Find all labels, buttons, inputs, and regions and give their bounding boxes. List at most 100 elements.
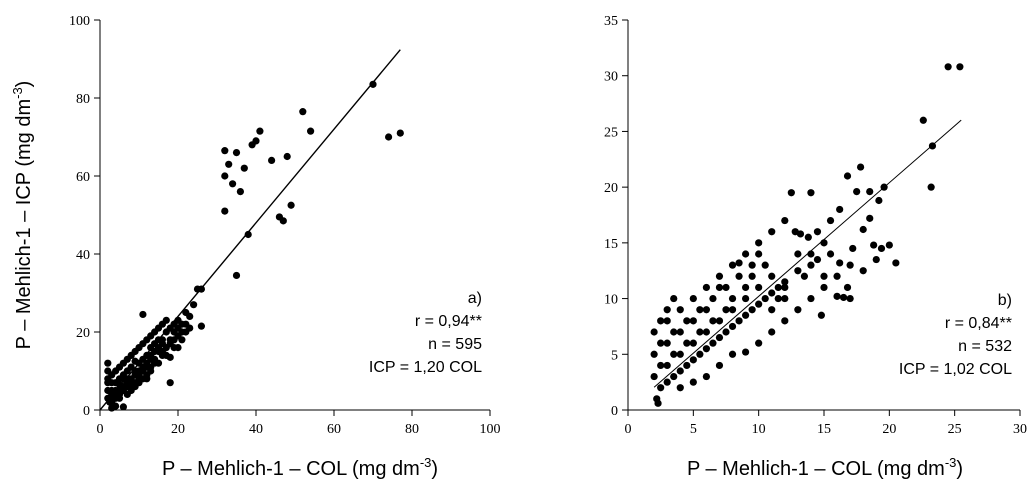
x-axis-title-close: ) [956, 458, 963, 480]
data-point [709, 339, 717, 347]
data-point [676, 350, 684, 358]
y-tick-label: 5 [611, 348, 618, 363]
data-point [892, 259, 900, 267]
data-point [813, 255, 822, 264]
data-point [663, 339, 671, 347]
data-point [826, 250, 835, 258]
data-point [283, 152, 291, 161]
x-axis-title-text: P – Mehlich-1 – COL (mg dm [162, 458, 420, 480]
data-point [127, 363, 135, 371]
data-point [299, 108, 307, 116]
data-point [689, 356, 697, 364]
data-point [794, 267, 802, 275]
y-axis-title-superscript: -3 [10, 87, 25, 99]
data-point [670, 328, 678, 336]
y-axis-title: P – Mehlich-1 – ICP (mg dm-3) [10, 81, 35, 350]
data-point [768, 328, 776, 336]
data-point [781, 278, 789, 286]
data-point [221, 172, 229, 180]
data-point [833, 292, 841, 300]
x-tick-label: 5 [690, 422, 697, 437]
data-point [307, 127, 315, 135]
data-point [696, 350, 704, 358]
data-point [221, 207, 229, 215]
y-tick-label: 0 [83, 404, 90, 419]
x-axis-title: P – Mehlich-1 – COL (mg dm-3) [687, 455, 963, 480]
data-point [689, 378, 697, 386]
data-point [174, 344, 182, 352]
data-point [287, 201, 295, 209]
data-point [722, 306, 730, 314]
data-point [774, 294, 782, 303]
data-point [787, 189, 795, 197]
stat-annotation: n = 595 [428, 336, 482, 353]
data-point [104, 359, 112, 367]
data-point [657, 384, 665, 392]
data-point [663, 361, 671, 370]
chart-panel-b: 0 5 10 15 20 25 30 0 5 10 15 20 25 30 35 b) r = 0,84** n … [604, 14, 1027, 480]
data-point [676, 328, 684, 336]
data-point [755, 300, 763, 308]
y-tick-label: 35 [604, 14, 618, 29]
data-point [794, 306, 802, 314]
data-point [807, 261, 815, 269]
data-point [119, 403, 127, 411]
data-point [186, 324, 194, 332]
data-point [728, 322, 737, 331]
x-axis-title-text: P – Mehlich-1 – COL (mg dm [687, 458, 945, 480]
stat-annotation: r = 0,84** [945, 315, 1012, 332]
data-point [836, 205, 844, 214]
data-point [186, 312, 194, 320]
data-point [166, 379, 174, 387]
data-point [807, 294, 815, 303]
x-tick-label: 20 [882, 422, 896, 437]
data-point [928, 142, 937, 150]
y-axis-title-text: P – Mehlich-1 – ICP (mg dm [13, 99, 35, 349]
data-point [162, 316, 170, 324]
data-point [676, 306, 684, 314]
data-point [650, 350, 658, 358]
data-point [768, 272, 776, 280]
data-point [807, 250, 815, 258]
data-point [748, 306, 756, 314]
data-point [761, 261, 769, 269]
data-point [840, 293, 848, 302]
x-tick-label: 100 [480, 422, 501, 437]
data-point [722, 283, 730, 292]
data-point [709, 317, 717, 325]
data-point [826, 216, 835, 225]
data-point [956, 63, 964, 71]
data-point [715, 272, 724, 280]
x-tick-label: 25 [948, 422, 962, 437]
data-point [268, 156, 276, 164]
data-point [369, 80, 377, 88]
data-point [804, 233, 812, 241]
data-point [846, 261, 854, 269]
data-point [836, 259, 844, 267]
data-point [781, 283, 789, 292]
data-point [742, 283, 750, 292]
data-point [689, 339, 697, 347]
data-point [843, 283, 852, 292]
data-point [735, 317, 743, 325]
y-tick-label: 20 [604, 181, 618, 196]
data-point [670, 294, 678, 303]
data-point [859, 267, 867, 275]
data-point [796, 230, 805, 238]
data-point [650, 372, 658, 381]
data-point [781, 294, 789, 303]
data-point [232, 271, 241, 280]
stat-annotation: r = 0,94** [415, 313, 482, 330]
data-point [225, 160, 233, 168]
data-point [843, 172, 852, 180]
data-point [728, 350, 737, 358]
data-point [728, 294, 737, 303]
x-tick-label: 20 [171, 422, 185, 437]
data-point [236, 188, 244, 196]
data-point [859, 225, 867, 234]
data-point [761, 294, 769, 303]
data-point [244, 230, 252, 239]
y-tick-label: 20 [76, 326, 90, 341]
data-point [256, 127, 264, 135]
data-point [676, 367, 684, 375]
